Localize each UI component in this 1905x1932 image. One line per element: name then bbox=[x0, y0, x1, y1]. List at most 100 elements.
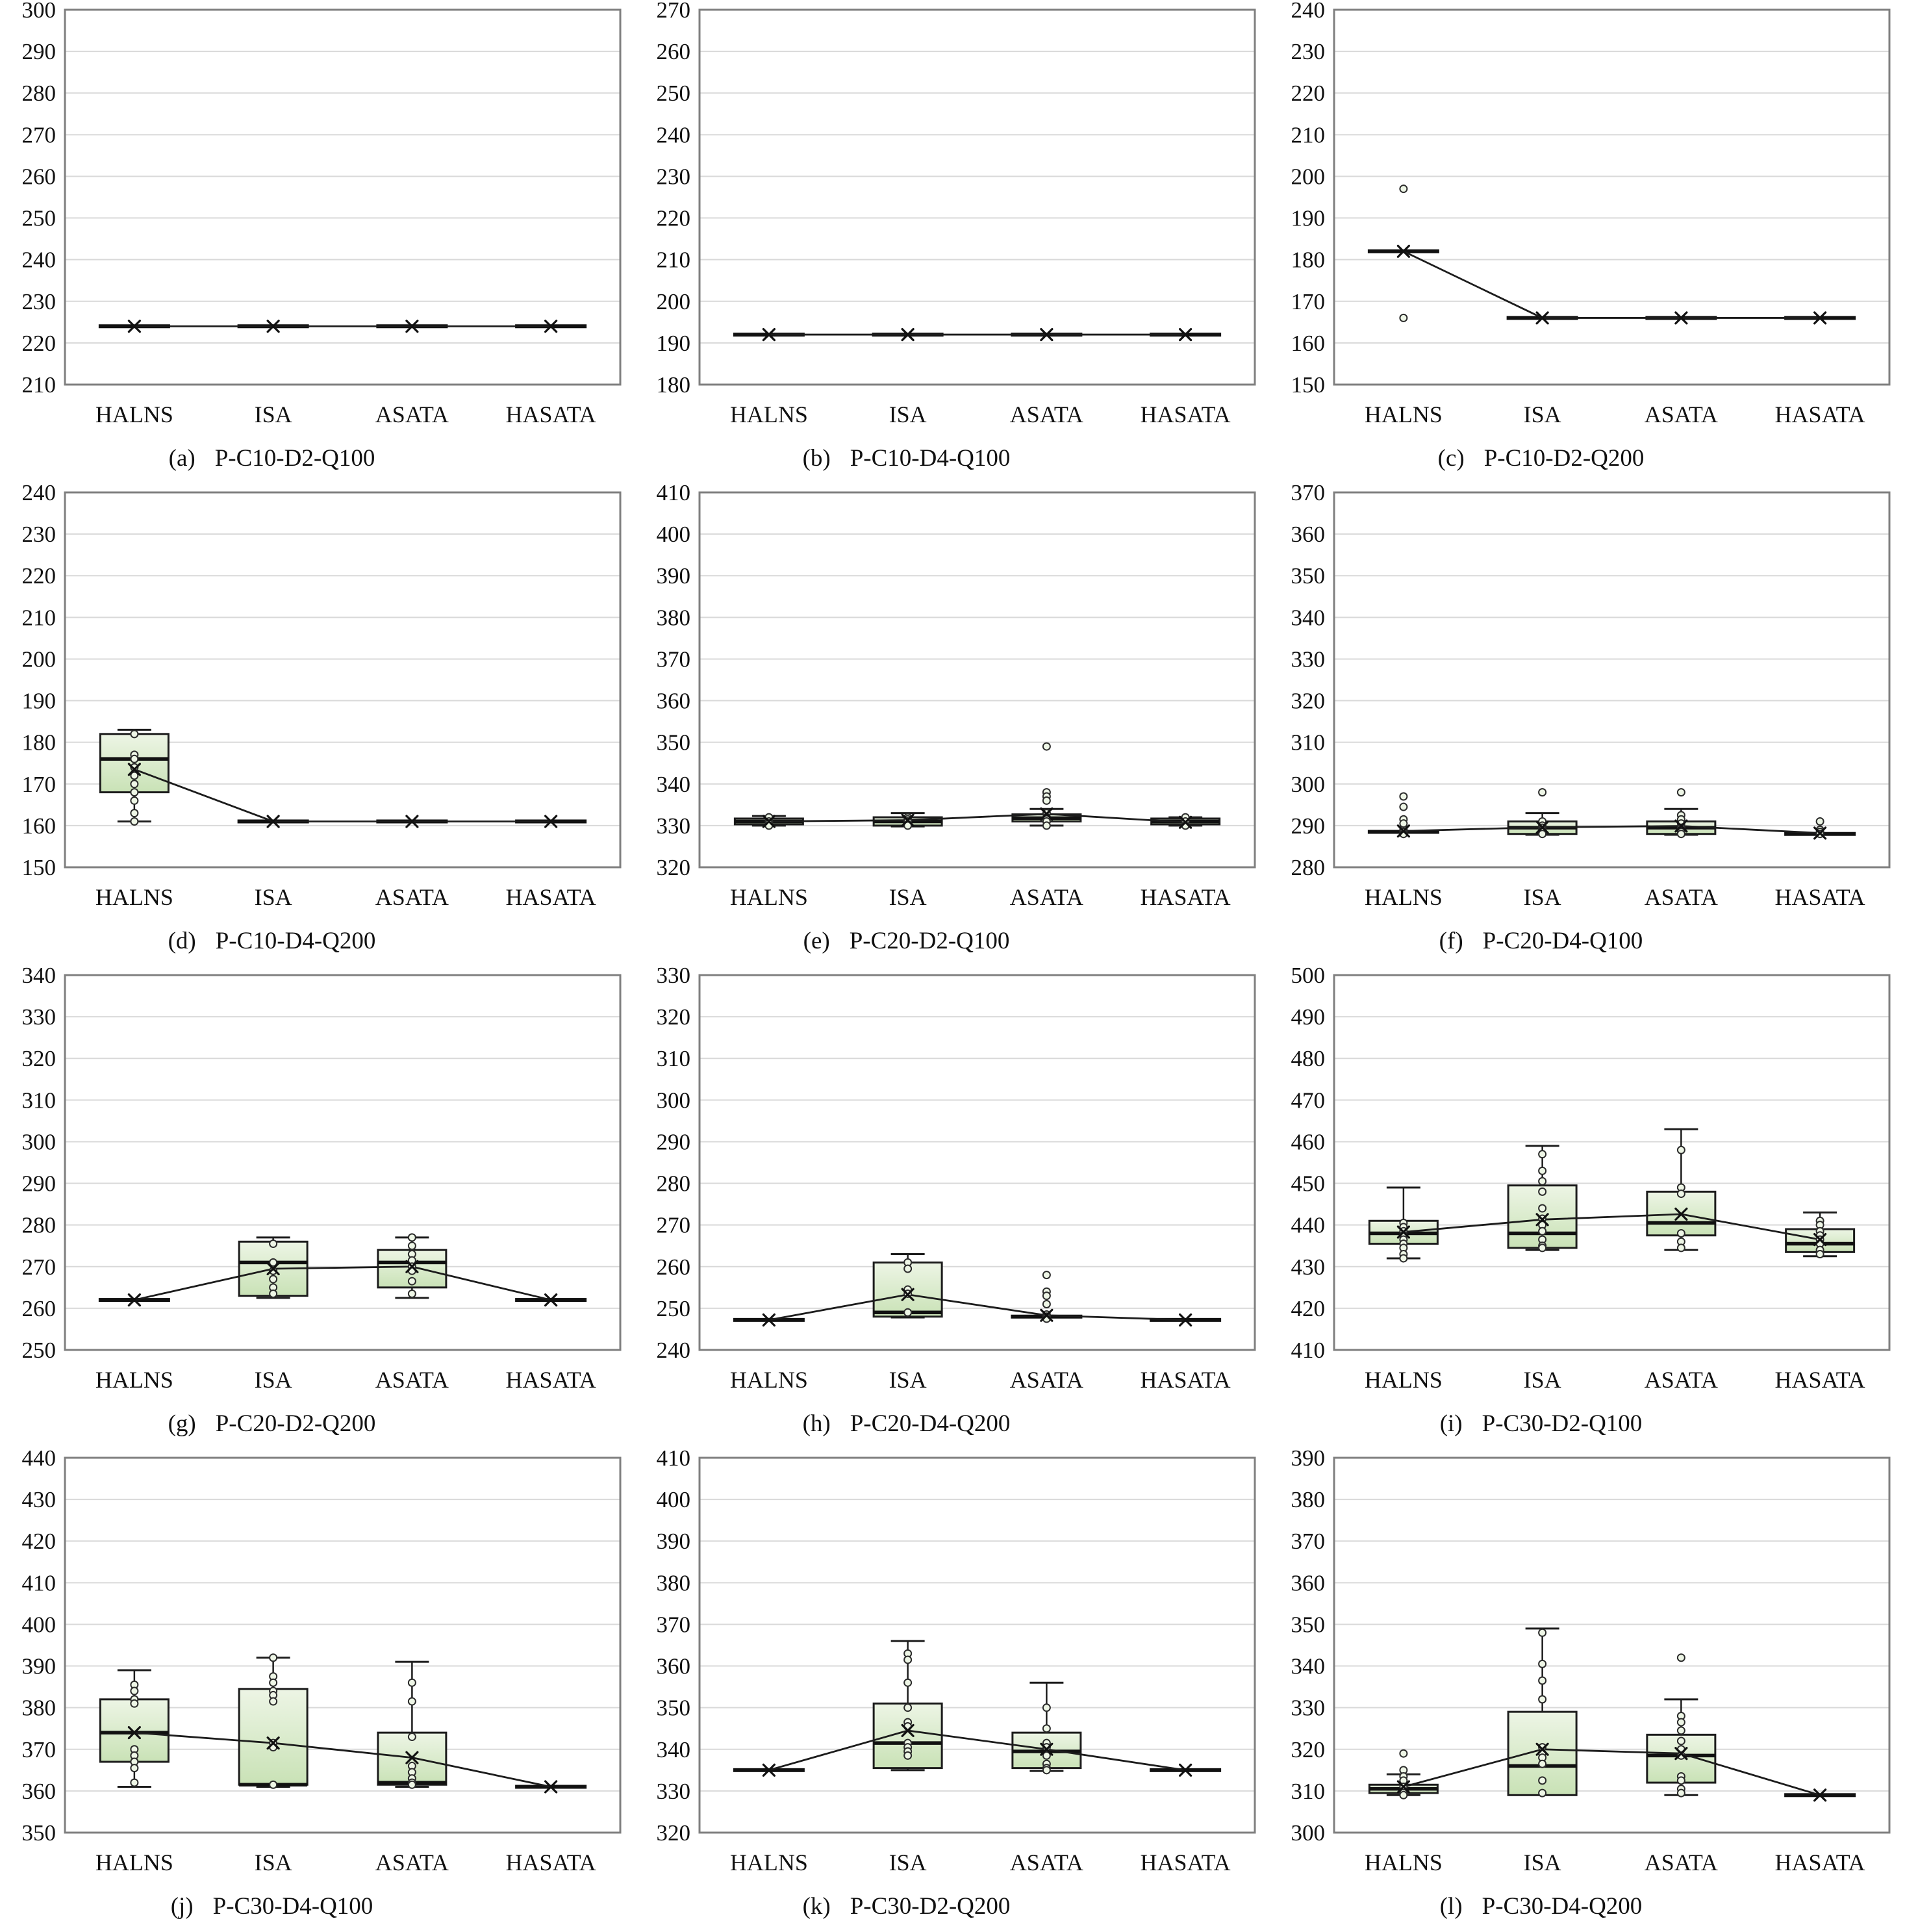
y-tick-label: 260 bbox=[22, 164, 57, 189]
y-tick-label: 470 bbox=[1291, 1087, 1326, 1113]
data-point-marker bbox=[269, 1697, 278, 1706]
y-tick-label: 150 bbox=[22, 855, 57, 880]
y-tick-label: 300 bbox=[1291, 772, 1326, 797]
subplot-j: 350 360 370 380 390 400 410 420 430 440 HALNS ISA AS… bbox=[0, 1448, 635, 1931]
x-axis-category-labels: HALNS ISA ASATA HASATA bbox=[730, 401, 1231, 427]
category-label-ASATA: ASATA bbox=[1645, 1367, 1718, 1393]
caption-instance-name: P-C10-D2-Q100 bbox=[214, 445, 375, 472]
mean-x-marker bbox=[1396, 1225, 1410, 1239]
mean-x-marker bbox=[405, 1751, 419, 1764]
points-HASATA bbox=[1179, 1763, 1192, 1777]
plot-border bbox=[698, 8, 1256, 386]
data-point-marker bbox=[1538, 1759, 1547, 1768]
y-tick-label: 300 bbox=[657, 1087, 691, 1113]
y-tick-label: 370 bbox=[1291, 483, 1326, 505]
mean-x-marker bbox=[1396, 824, 1410, 838]
y-tick-label: 390 bbox=[22, 1654, 57, 1679]
mean-x-marker bbox=[1396, 244, 1410, 258]
y-tick-label: 280 bbox=[22, 1213, 57, 1238]
y-tick-label: 430 bbox=[1291, 1254, 1326, 1280]
y-tick-label: 300 bbox=[22, 1129, 57, 1154]
y-tick-label: 330 bbox=[657, 813, 691, 839]
boxplot-canvas-d: 150 160 170 180 190 200 210 220 230 240 HALNS ISA AS… bbox=[22, 483, 622, 910]
y-tick-label: 360 bbox=[657, 689, 691, 714]
data-point-marker bbox=[1538, 1227, 1547, 1236]
subplot-caption: (k) P-C30-D2-Q200 bbox=[589, 1892, 1224, 1920]
y-tick-label: 200 bbox=[1291, 164, 1326, 189]
y-axis-tick-labels: 150 160 170 180 190 200 210 220 230 240 bbox=[1291, 0, 1326, 398]
y-tick-label: 270 bbox=[22, 1254, 57, 1280]
points-HALNS bbox=[1396, 1218, 1410, 1263]
mean-x-marker bbox=[1535, 1742, 1549, 1756]
plot-border bbox=[64, 974, 622, 1351]
subplot-l: 300 310 320 330 340 350 360 370 380 390 HALNS ISA AS… bbox=[1269, 1448, 1904, 1931]
subplot-caption: (a) P-C10-D2-Q100 bbox=[0, 444, 589, 472]
y-axis-tick-labels: 240 250 260 270 280 290 300 310 320 330 bbox=[657, 965, 691, 1363]
mean-x-marker bbox=[1040, 807, 1053, 821]
points-HALNS bbox=[762, 1313, 776, 1327]
points-HASATA bbox=[1813, 817, 1827, 840]
plot-border bbox=[64, 8, 622, 386]
y-tick-label: 240 bbox=[657, 1338, 691, 1363]
category-label-ISA: ISA bbox=[255, 401, 292, 427]
y-tick-label: 190 bbox=[657, 331, 691, 356]
y-tick-label: 210 bbox=[1291, 122, 1326, 147]
y-tick-label: 340 bbox=[22, 965, 57, 988]
category-label-ISA: ISA bbox=[1524, 1849, 1561, 1875]
outlier-marker bbox=[1399, 792, 1408, 801]
points-ISA bbox=[266, 1653, 280, 1789]
data-point-marker bbox=[130, 796, 139, 805]
category-label-HALNS: HALNS bbox=[730, 884, 808, 910]
data-point-marker bbox=[130, 1686, 139, 1696]
points-ASATA bbox=[1040, 1703, 1053, 1775]
y-tick-label: 290 bbox=[22, 1171, 57, 1197]
data-point-marker bbox=[1538, 1150, 1547, 1159]
data-point-marker bbox=[130, 763, 139, 772]
outlier-marker bbox=[1042, 742, 1051, 751]
category-label-HASATA: HASATA bbox=[506, 1367, 596, 1393]
points-ASATA bbox=[1674, 311, 1688, 325]
mean-x-marker bbox=[1179, 327, 1192, 342]
mean-x-marker bbox=[1535, 311, 1549, 325]
plot-border bbox=[698, 491, 1256, 869]
category-label-ISA: ISA bbox=[255, 884, 292, 910]
category-label-ISA: ISA bbox=[1524, 884, 1561, 910]
outlier-marker bbox=[1399, 819, 1408, 828]
subplot-caption: (d) P-C10-D4-Q200 bbox=[0, 927, 589, 955]
caption-instance-name: P-C20-D2-Q200 bbox=[215, 1410, 376, 1437]
boxplot-canvas-j: 350 360 370 380 390 400 410 420 430 440 HALNS ISA AS… bbox=[22, 1448, 622, 1875]
mean-x-marker bbox=[1040, 327, 1053, 342]
mean-x-marker bbox=[901, 813, 915, 827]
subplot-h: 240 250 260 270 280 290 300 310 320 330 HALNS ISA AS… bbox=[635, 965, 1269, 1448]
y-tick-label: 270 bbox=[657, 1213, 691, 1238]
mean-x-marker bbox=[405, 815, 419, 828]
mean-x-marker bbox=[762, 1763, 776, 1777]
subplot-caption: (e) P-C20-D2-Q100 bbox=[589, 927, 1224, 955]
y-tick-label: 400 bbox=[657, 1487, 691, 1512]
y-axis-tick-labels: 280 290 300 310 320 330 340 350 360 370 bbox=[1291, 483, 1326, 880]
gridlines bbox=[65, 1499, 620, 1792]
caption-index-label: (b) bbox=[802, 445, 831, 472]
mean-x-marker bbox=[901, 327, 915, 342]
data-point-marker bbox=[1538, 1204, 1547, 1213]
points-ASATA bbox=[1674, 1145, 1688, 1252]
data-point-marker bbox=[1676, 1145, 1685, 1154]
y-axis-tick-labels: 320 330 340 350 360 370 380 390 400 410 bbox=[657, 483, 691, 880]
y-tick-label: 310 bbox=[1291, 730, 1326, 756]
data-point-marker bbox=[1042, 1703, 1051, 1712]
outlier-marker bbox=[1399, 184, 1408, 194]
points-ISA bbox=[266, 815, 280, 828]
category-label-HASATA: HASATA bbox=[1775, 884, 1865, 910]
caption-index-label: (f) bbox=[1439, 928, 1463, 954]
gridlines bbox=[65, 1016, 620, 1309]
data-point-marker bbox=[269, 1653, 278, 1662]
plot-border bbox=[698, 1456, 1256, 1834]
caption-instance-name: P-C30-D4-Q200 bbox=[1482, 1893, 1643, 1920]
points-HASATA bbox=[544, 1293, 558, 1307]
caption-index-label: (k) bbox=[802, 1893, 831, 1920]
category-label-HASATA: HASATA bbox=[1141, 1367, 1231, 1393]
category-label-ISA: ISA bbox=[1524, 401, 1561, 427]
data-point-marker bbox=[1538, 1788, 1547, 1798]
category-label-ASATA: ASATA bbox=[1010, 1849, 1083, 1875]
category-label-HALNS: HALNS bbox=[730, 401, 808, 427]
